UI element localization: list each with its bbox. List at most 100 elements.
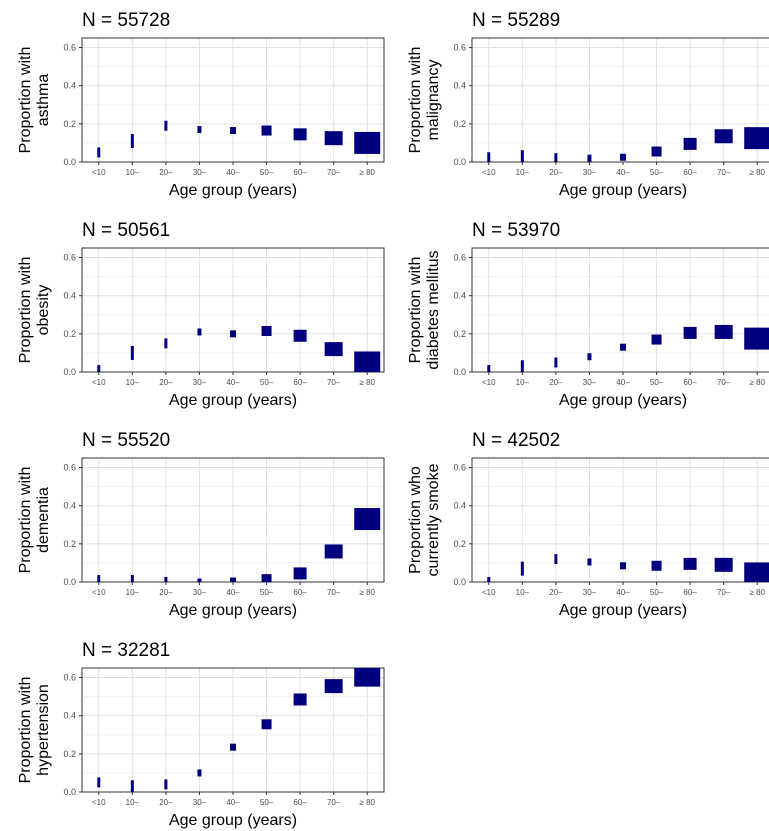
x-tick-label: 70– xyxy=(327,798,341,807)
x-tick-label: 10– xyxy=(516,168,530,177)
data-point xyxy=(130,575,134,582)
x-tick-label: 50– xyxy=(650,588,664,597)
chart-title: N = 55289 xyxy=(472,10,560,31)
data-point xyxy=(197,328,202,336)
data-point xyxy=(354,668,381,687)
data-point xyxy=(554,357,558,368)
x-tick-label: 30– xyxy=(193,168,207,177)
x-axis-label: Age group (years) xyxy=(559,392,687,409)
x-tick-label: 50– xyxy=(260,588,274,597)
x-tick-label: 30– xyxy=(193,798,207,807)
data-point xyxy=(587,154,592,162)
data-point xyxy=(164,338,168,349)
data-point xyxy=(97,147,101,158)
x-tick-label: 40– xyxy=(616,588,630,597)
x-tick-label: 60– xyxy=(293,168,307,177)
x-tick-label: <10 xyxy=(482,378,496,387)
data-point xyxy=(324,342,343,357)
x-tick-label: 60– xyxy=(683,168,697,177)
chart-panel: N = 50561 0.0 0.2 0.4 0.6 <10 10– 20– 30– 40– 50– 6… xyxy=(17,220,385,409)
x-tick-label: 40– xyxy=(226,798,240,807)
data-point xyxy=(293,128,307,141)
data-point xyxy=(620,562,626,570)
chart-title: N = 55728 xyxy=(82,10,170,31)
x-tick-label: 10– xyxy=(126,798,140,807)
data-point xyxy=(587,353,592,361)
data-point xyxy=(97,575,101,582)
y-tick-label: 0.0 xyxy=(453,577,466,587)
x-tick-label: 70– xyxy=(327,378,341,387)
x-tick-label: ≥ 80 xyxy=(749,378,765,387)
data-point xyxy=(293,329,307,342)
x-tick-label: ≥ 80 xyxy=(749,588,765,597)
data-point xyxy=(714,324,733,339)
marker-group xyxy=(487,127,769,162)
y-axis-label: Proportion whocurrently smoke xyxy=(407,463,442,576)
data-point xyxy=(587,558,592,566)
data-point xyxy=(164,577,168,582)
y-tick-label: 0.0 xyxy=(63,367,76,377)
y-axis-label: Proportion withobesity xyxy=(17,257,52,364)
x-tick-label: 10– xyxy=(126,168,140,177)
x-tick-label: 70– xyxy=(327,168,341,177)
y-tick-label: 0.6 xyxy=(453,43,466,53)
data-point xyxy=(520,150,524,162)
x-tick-label: <10 xyxy=(92,798,106,807)
chart-panel: N = 55520 0.0 0.2 0.4 0.6 <10 10– 20– 30– 40– 50– 6… xyxy=(17,430,385,619)
data-point xyxy=(324,131,343,146)
data-point xyxy=(651,334,662,345)
x-tick-label: ≥ 80 xyxy=(359,798,375,807)
x-tick-label: 30– xyxy=(583,378,597,387)
x-tick-label: 50– xyxy=(650,168,664,177)
y-tick-label: 0.6 xyxy=(63,253,76,263)
data-point xyxy=(354,351,381,372)
data-point xyxy=(164,120,168,131)
data-point xyxy=(487,365,491,372)
y-tick-label: 0.4 xyxy=(453,291,466,301)
y-tick-label: 0.6 xyxy=(453,253,466,263)
x-tick-label: 10– xyxy=(126,378,140,387)
y-axis-label: Proportion withdiabetes mellitus xyxy=(407,250,442,369)
x-tick-label: ≥ 80 xyxy=(359,378,375,387)
data-point xyxy=(97,365,101,372)
data-point xyxy=(714,557,733,572)
x-tick-label: ≥ 80 xyxy=(359,168,375,177)
chart-title: N = 32281 xyxy=(82,640,170,661)
y-tick-label: 0.6 xyxy=(453,463,466,473)
x-tick-label: <10 xyxy=(482,588,496,597)
data-point xyxy=(230,127,236,135)
y-tick-label: 0.2 xyxy=(63,329,76,339)
y-tick-label: 0.2 xyxy=(63,749,76,759)
y-tick-label: 0.0 xyxy=(453,157,466,167)
data-point xyxy=(651,560,662,571)
data-point xyxy=(620,153,626,161)
x-tick-label: 30– xyxy=(193,588,207,597)
y-tick-label: 0.2 xyxy=(453,329,466,339)
x-tick-label: 20– xyxy=(549,378,563,387)
data-point xyxy=(230,743,236,751)
chart-panel: N = 32281 0.0 0.2 0.4 0.6 <10 10– 20– 30– 40– 50– 6… xyxy=(17,640,385,829)
x-tick-label: 70– xyxy=(717,378,731,387)
chart-panel: N = 42502 0.0 0.2 0.4 0.6 <10 10– 20– 30– 40– 50– 6… xyxy=(407,430,769,619)
x-axis-label: Age group (years) xyxy=(169,602,297,619)
x-tick-label: 50– xyxy=(650,378,664,387)
x-tick-label: ≥ 80 xyxy=(359,588,375,597)
data-point xyxy=(197,578,202,582)
x-tick-label: 10– xyxy=(126,588,140,597)
data-point xyxy=(520,561,524,576)
data-point xyxy=(744,562,769,582)
y-tick-label: 0.6 xyxy=(63,673,76,683)
x-tick-label: 60– xyxy=(293,378,307,387)
data-point xyxy=(261,719,272,730)
chart-title: N = 50561 xyxy=(82,220,170,241)
x-tick-label: 70– xyxy=(717,168,731,177)
y-axis-label: Proportion withhypertension xyxy=(17,677,52,784)
data-point xyxy=(554,153,558,162)
data-point xyxy=(164,779,168,790)
chart-panel: N = 55728 0.0 0.2 0.4 0.6 <10 10– 20– 30– 40– 50– 6… xyxy=(17,10,385,199)
x-tick-label: 30– xyxy=(583,168,597,177)
x-tick-label: 40– xyxy=(226,168,240,177)
x-tick-label: 30– xyxy=(193,378,207,387)
y-axis-label: Proportion withasthma xyxy=(17,47,52,154)
data-point xyxy=(261,125,272,136)
